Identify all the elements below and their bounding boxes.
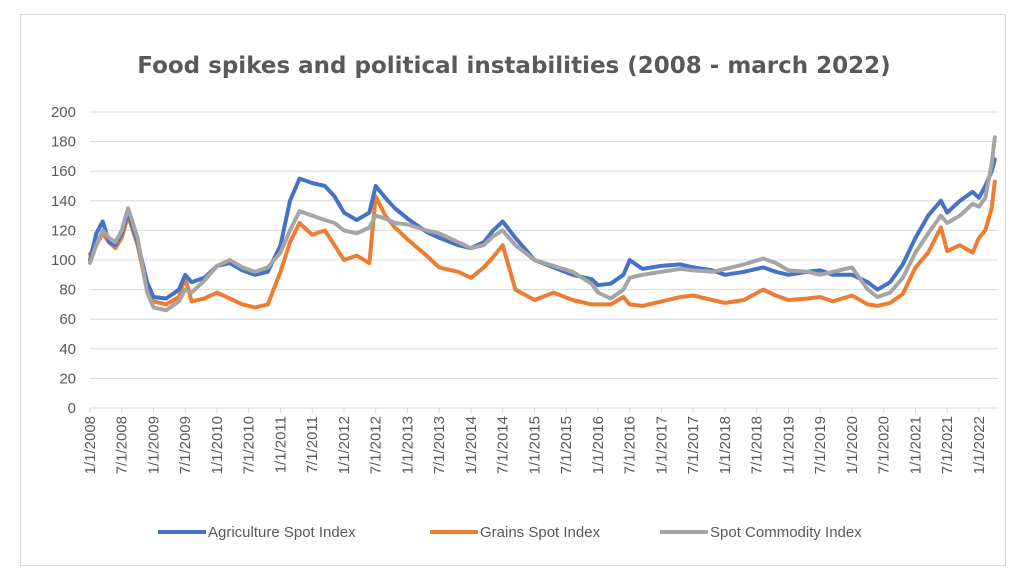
x-tick-label: 1/1/2008 (82, 416, 99, 474)
x-tick-label: 7/1/2018 (749, 416, 766, 474)
y-tick-label: 160 (51, 163, 76, 180)
x-tick-label: 7/1/2013 (431, 416, 448, 474)
x-tick-label: 7/1/2020 (876, 416, 893, 474)
y-tick-label: 80 (59, 282, 76, 299)
x-tick-label: 1/1/2013 (399, 416, 416, 474)
legend-label: Agriculture Spot Index (208, 524, 356, 541)
x-tick-label: 7/1/2009 (177, 416, 194, 474)
y-tick-label: 20 (59, 370, 76, 387)
y-tick-label: 180 (51, 134, 76, 151)
y-tick-label: 200 (51, 104, 76, 121)
y-tick-label: 40 (59, 341, 76, 358)
gridlines (90, 111, 998, 409)
x-tick-label: 1/1/2016 (590, 416, 607, 474)
chart-title: Food spikes and political instabilities … (137, 53, 890, 79)
x-tick-label: 1/1/2021 (907, 416, 924, 474)
x-tick-label: 7/1/2012 (368, 416, 385, 474)
series-lines (88, 135, 997, 313)
y-tick-label: 140 (51, 193, 76, 210)
x-tick-label: 1/1/2017 (653, 416, 670, 474)
legend: Agriculture Spot Index Grains Spot Index S… (158, 524, 862, 541)
x-tick-label: 7/1/2016 (622, 416, 639, 474)
y-axis-ticks: 0 20 40 60 80 100 120 140 160 180 200 (51, 104, 76, 417)
x-tick-label: 7/1/2017 (685, 416, 702, 474)
x-tick-label: 7/1/2021 (939, 416, 956, 474)
x-tick-label: 1/1/2022 (971, 416, 988, 474)
x-tick-label: 7/1/2014 (495, 416, 512, 474)
legend-label: Spot Commodity Index (710, 524, 862, 541)
x-tick-label: 1/1/2015 (526, 416, 543, 474)
x-tick-label: 7/1/2015 (558, 416, 575, 474)
x-tick-label: 7/1/2008 (114, 416, 131, 474)
y-tick-label: 120 (51, 222, 76, 239)
y-tick-label: 100 (51, 252, 76, 269)
y-tick-label: 60 (59, 311, 76, 328)
x-tick-label: 1/1/2018 (717, 416, 734, 474)
x-tick-label: 1/1/2012 (336, 416, 353, 474)
x-tick-label: 1/1/2009 (145, 416, 162, 474)
x-tick-label: 1/1/2020 (844, 416, 861, 474)
y-tick-label: 0 (68, 400, 76, 417)
x-tick-label: 7/1/2019 (812, 416, 829, 474)
x-tick-label: 1/1/2019 (780, 416, 797, 474)
x-tick-label: 7/1/2011 (304, 416, 321, 473)
legend-label: Grains Spot Index (480, 524, 601, 541)
x-tick-label: 1/1/2010 (209, 416, 226, 474)
x-tick-label: 1/1/2011 (272, 416, 289, 473)
x-tick-label: 1/1/2014 (463, 416, 480, 474)
series-line-spot-commodity-index (88, 135, 997, 313)
x-tick-label: 7/1/2010 (241, 416, 258, 474)
x-axis-ticks: 1/1/2008 7/1/2008 1/1/2009 7/1/2009 1/1/2010… (82, 408, 988, 474)
series-line-agriculture-spot-index (88, 157, 997, 301)
